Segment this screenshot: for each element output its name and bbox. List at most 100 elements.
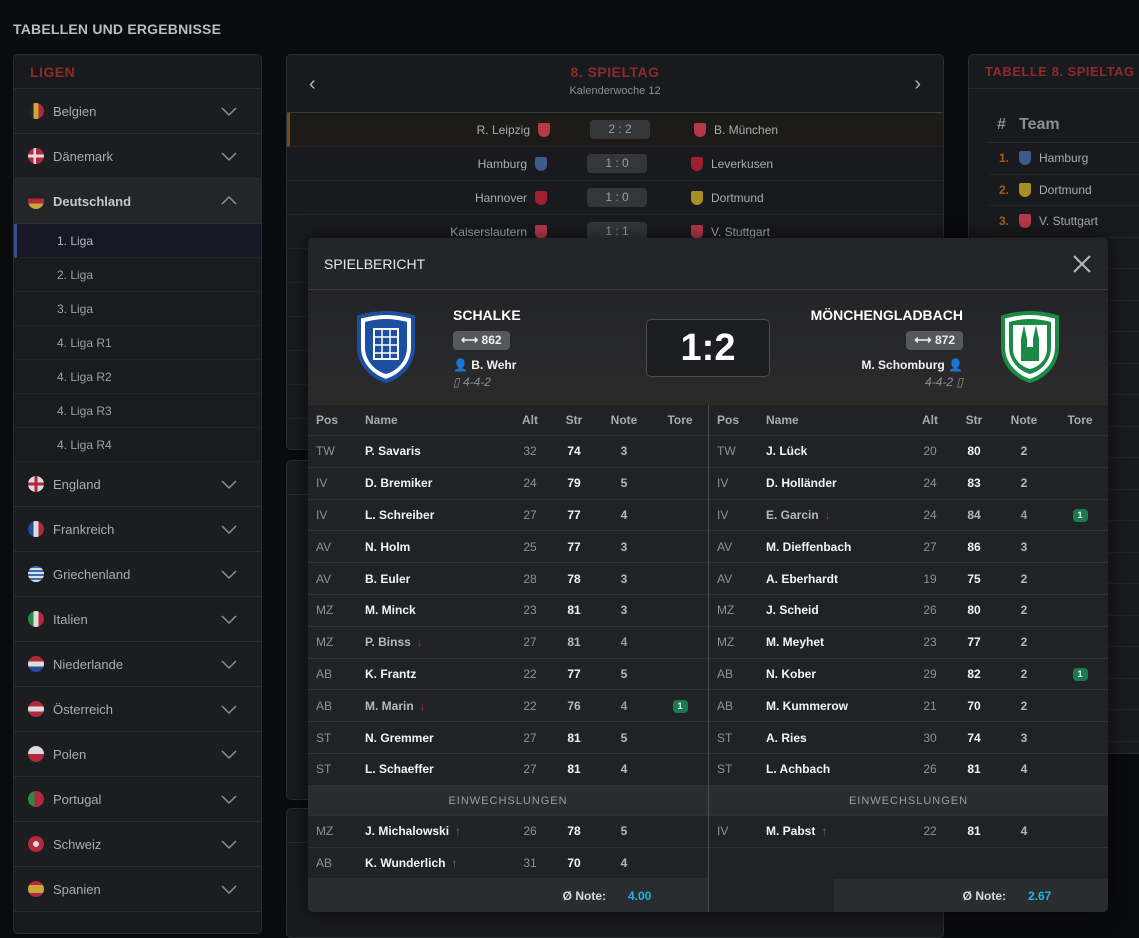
country-germany[interactable]: Deutschland (14, 179, 261, 224)
average-label: Ø Note: (562, 888, 606, 903)
country-greece[interactable]: Griechenland (14, 552, 261, 597)
player-row[interactable]: TW P. Savaris 32 74 3 (308, 436, 708, 468)
close-icon[interactable] (1072, 254, 1092, 274)
player-position: ST (717, 762, 733, 777)
player-row[interactable]: AB N. Kober 29 82 2 1 (709, 659, 1108, 691)
player-row[interactable]: MZ M. Minck 23 81 3 (308, 595, 708, 627)
league-item[interactable]: 4. Liga R3 (14, 394, 261, 428)
league-item[interactable]: 2. Liga (14, 258, 261, 292)
flag-germany-icon (28, 193, 44, 209)
country-belgium[interactable]: Belgien (14, 89, 261, 134)
country-italy[interactable]: Italien (14, 597, 261, 642)
league-item[interactable]: 4. Liga R4 (14, 428, 261, 462)
country-label: Dänemark (53, 148, 113, 164)
substitutions-header: EINWECHSLUNGEN (308, 785, 708, 816)
player-name: N. Kober (766, 666, 817, 681)
player-name: L. Schaeffer (365, 762, 434, 777)
league-item[interactable]: 1. Liga (14, 224, 261, 258)
country-england[interactable]: England (14, 462, 261, 507)
leagues-title: LIGEN (14, 55, 261, 89)
flag-england-icon (28, 476, 44, 492)
player-row[interactable]: AB M. Kummerow 21 70 2 (709, 690, 1108, 723)
column-header: Tore (667, 413, 693, 427)
player-row[interactable]: AB K. Frantz 22 77 5 (308, 659, 708, 691)
chevron-right-icon[interactable]: › (914, 73, 921, 95)
player-row[interactable]: ST A. Ries 30 74 3 (709, 722, 1108, 754)
player-row[interactable]: ST L. Achbach 26 81 4 (709, 754, 1108, 786)
league-item[interactable]: 3. Liga (14, 292, 261, 326)
fixture-row[interactable]: Hamburg 1 : 0 Leverkusen (287, 147, 943, 181)
modal-title: SPIELBERICHT (324, 255, 426, 272)
player-row[interactable]: MZ P. Binss ↓ 27 81 4 (308, 627, 708, 659)
player-age: 29 (923, 666, 937, 681)
player-position: IV (316, 476, 328, 491)
player-row[interactable]: AV B. Euler 28 78 3 (308, 563, 708, 595)
player-row[interactable]: AB K. Wunderlich ↑ 31 70 4 (308, 848, 708, 880)
standings-row[interactable]: 3. V. Stuttgart (989, 206, 1139, 238)
player-rating: 2 (1020, 666, 1028, 681)
player-rating: 4 (1020, 507, 1028, 522)
country-poland[interactable]: Polen (14, 732, 261, 777)
chevron-down-icon (221, 480, 237, 490)
player-rating: 4 (1020, 824, 1028, 839)
player-row[interactable]: MZ J. Michalowski ↑ 26 78 5 (308, 816, 708, 848)
player-name: P. Savaris (365, 444, 421, 459)
player-row[interactable]: AV N. Holm 25 77 3 (308, 531, 708, 564)
standings-row[interactable]: 2. Dortmund (989, 175, 1139, 206)
country-label: Belgien (53, 103, 97, 119)
player-name: B. Euler (365, 571, 411, 586)
rank: 1. (999, 151, 1010, 166)
player-row[interactable]: IV E. Garcin ↓ 24 84 4 1 (709, 500, 1108, 532)
match-report-modal: SPIELBERICHT SCHALKE ⟷ 862 👤 B. Wehr ▯ 4… (308, 238, 1108, 912)
substituted-out-icon: ↓ (824, 507, 831, 522)
player-name: M. Dieffenbach (766, 539, 852, 554)
player-rating: 4 (620, 635, 628, 650)
player-strength: 79 (567, 476, 581, 491)
home-crest-icon (357, 311, 415, 383)
player-strength: 82 (967, 666, 981, 681)
home-lineup: Pos Name Alt Str Note Tore TW P. Savaris 32 74 3 IV… (308, 405, 708, 912)
player-position: MZ (717, 635, 735, 650)
player-row[interactable]: IV D. Bremiker 24 79 5 (308, 468, 708, 500)
player-strength: 80 (967, 444, 981, 459)
team-crest-icon (694, 122, 706, 137)
away-strength-badge: ⟷ 872 (906, 331, 963, 350)
player-row[interactable]: ST L. Schaeffer 27 81 4 (308, 754, 708, 786)
player-row[interactable]: IV D. Holländer 24 83 2 (709, 468, 1108, 500)
country-portugal[interactable]: Portugal (14, 777, 261, 822)
country-austria[interactable]: Österreich (14, 687, 261, 732)
fixture-row[interactable]: R. Leipzig 2 : 2 B. München (287, 113, 943, 147)
player-row[interactable]: TW J. Lück 20 80 2 (709, 436, 1108, 468)
country-spain[interactable]: Spanien (14, 867, 261, 912)
player-age: 20 (923, 444, 937, 459)
player-row[interactable]: AB M. Marin ↓ 22 76 4 1 (308, 690, 708, 723)
country-switzerland[interactable]: Schweiz (14, 822, 261, 867)
player-rating: 3 (620, 444, 628, 459)
fixture-score: 1 : 0 (587, 188, 647, 207)
player-row[interactable]: MZ J. Scheid 26 80 2 (709, 595, 1108, 627)
league-item[interactable]: 4. Liga R1 (14, 326, 261, 360)
substituted-in-icon: ↑ (451, 855, 458, 870)
league-item[interactable]: 4. Liga R2 (14, 360, 261, 394)
player-name: K. Wunderlich (365, 855, 446, 870)
team-crest-icon (1019, 151, 1031, 166)
country-denmark[interactable]: Dänemark (14, 134, 261, 179)
player-row[interactable]: AV A. Eberhardt 19 75 2 (709, 563, 1108, 595)
country-netherlands[interactable]: Niederlande (14, 642, 261, 687)
player-position: AV (717, 571, 733, 586)
flag-denmark-icon (28, 148, 44, 164)
player-row[interactable]: AV M. Dieffenbach 27 86 3 (709, 531, 1108, 564)
player-strength: 77 (567, 507, 581, 522)
player-row[interactable]: MZ M. Meyhet 23 77 2 (709, 627, 1108, 659)
country-france[interactable]: Frankreich (14, 507, 261, 552)
player-row[interactable]: ST N. Gremmer 27 81 5 (308, 722, 708, 754)
player-row[interactable]: IV M. Pabst ↑ 22 81 4 (709, 816, 1108, 848)
player-row[interactable]: IV L. Schreiber 27 77 4 (308, 500, 708, 532)
player-name: D. Holländer (766, 476, 837, 491)
player-age: 24 (923, 507, 937, 522)
fixture-row[interactable]: Hannover 1 : 0 Dortmund (287, 181, 943, 215)
player-strength: 84 (967, 507, 981, 522)
standings-row[interactable]: 1. Hamburg (989, 143, 1139, 175)
chevron-left-icon[interactable]: ‹ (309, 73, 316, 95)
player-rating: 2 (1020, 635, 1028, 650)
